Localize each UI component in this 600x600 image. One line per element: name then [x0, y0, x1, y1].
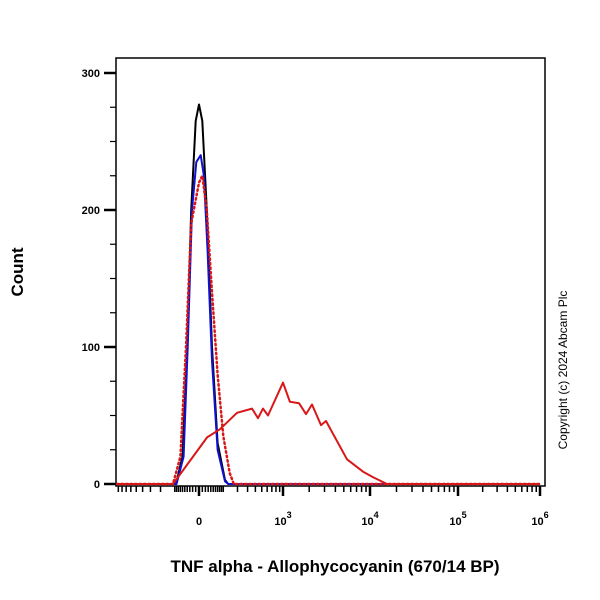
x-tick-label: 105 [449, 510, 466, 528]
copyright-text: Copyright (c) 2024 Abcam Plc [556, 291, 570, 450]
y-tick-label: 0 [94, 479, 100, 491]
x-tick-exponent: 3 [287, 510, 292, 520]
y-tick-label: 200 [82, 205, 100, 217]
x-tick-label: 103 [274, 510, 291, 528]
series-line-2 [117, 154, 540, 485]
y-axis-title: Count [8, 247, 27, 296]
x-tick-base: 10 [361, 516, 373, 528]
x-tick-label: 0 [196, 516, 202, 528]
series-line-3 [115, 174, 542, 486]
curves [115, 103, 542, 486]
x-axis-title: TNF alpha - Allophycocyanin (670/14 BP) [170, 557, 499, 576]
x-tick-base: 10 [449, 516, 461, 528]
plot-frame [115, 57, 546, 487]
y-tick-label: 100 [82, 342, 100, 354]
x-tick-label: 106 [531, 510, 548, 528]
x-tick-exponent: 4 [374, 510, 379, 520]
x-tick-label: 104 [361, 510, 378, 528]
x-tick-base: 10 [274, 516, 286, 528]
y-axis: 0 100 200 300 [82, 68, 116, 491]
y-tick-label: 300 [82, 68, 100, 80]
x-tick-exponent: 5 [462, 510, 467, 520]
x-tick-base: 0 [196, 516, 202, 528]
series-line-4 [117, 381, 540, 485]
x-tick-exponent: 6 [544, 510, 549, 520]
x-tick-base: 10 [531, 516, 543, 528]
